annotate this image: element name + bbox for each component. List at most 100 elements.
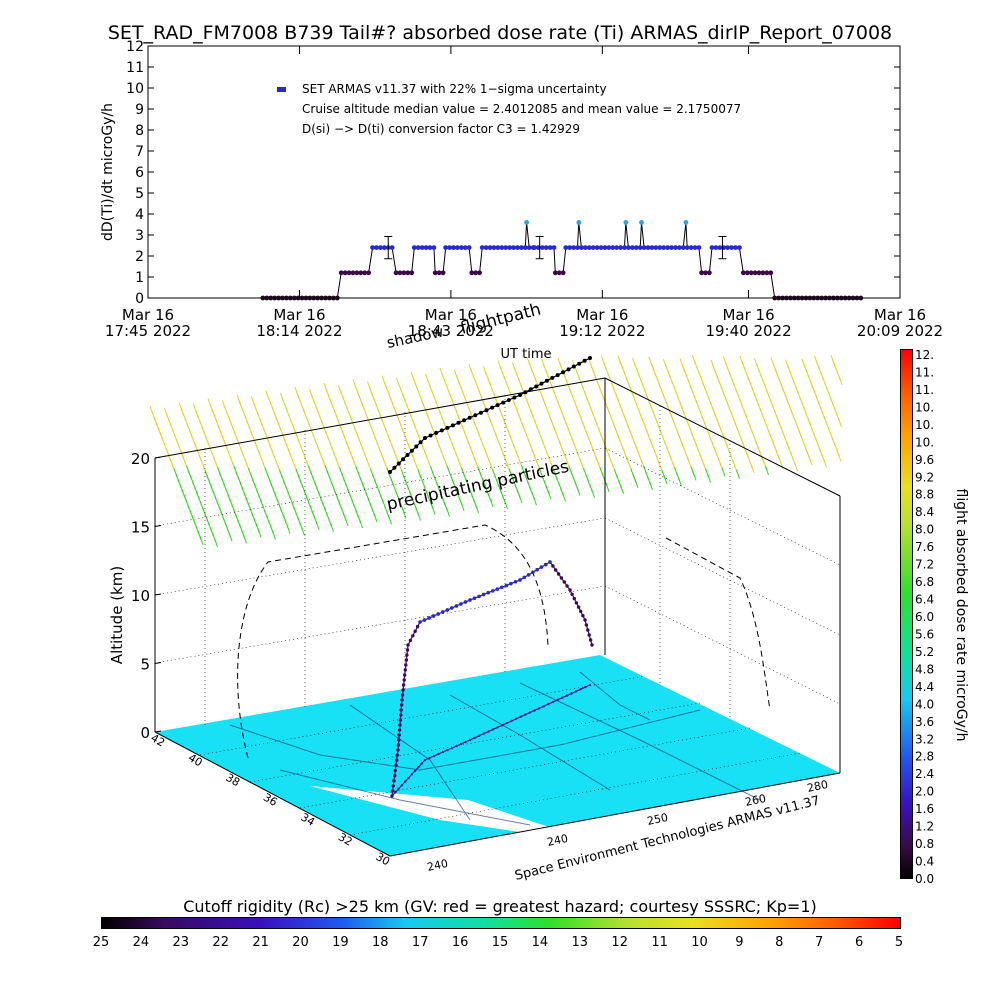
data-point: [665, 245, 671, 251]
data-point: [602, 245, 608, 251]
precip-dash: [765, 465, 769, 476]
data-point: [526, 245, 532, 251]
flight-point: [405, 653, 409, 657]
flight-point: [473, 413, 478, 418]
flight-point: [396, 748, 400, 752]
legend-line-3: D(si) −> D(ti) conversion factor C3 = 1.…: [302, 122, 580, 136]
flight-point: [565, 584, 569, 588]
bottom-colorbar-tick-label: 7: [815, 935, 823, 950]
precip-dash: [518, 494, 523, 504]
flight-point: [568, 588, 572, 592]
data-point: [725, 245, 731, 251]
flight-point: [428, 433, 433, 438]
flight-point: [390, 794, 394, 798]
right-colorbar-tick-label: 10.: [915, 418, 934, 432]
z-tick: [154, 525, 162, 527]
precip-dash: [489, 497, 494, 508]
precip-dash: [402, 509, 407, 519]
flight-point: [556, 698, 559, 701]
precip-dash: [417, 511, 421, 521]
flight-point: [506, 398, 511, 403]
x-axis-label: UT time: [501, 347, 552, 360]
data-point: [427, 245, 433, 251]
flight-point: [544, 562, 548, 567]
data-point: [330, 295, 336, 301]
data-point: [563, 245, 569, 251]
flight-point: [561, 370, 566, 375]
precip-dash: [692, 471, 697, 481]
data-point: [819, 295, 825, 301]
bottom-colorbar-axis: 25 24 23 22 21 20 19 18 17 16 15 14 13 12 11 10 9 8 7 6 5: [93, 935, 903, 950]
data-point: [579, 245, 584, 251]
flight-point: [526, 573, 531, 577]
flight-point: [542, 705, 545, 708]
lat-tick-label: 42: [149, 731, 168, 749]
flight-point: [468, 738, 472, 742]
right-colorbar-tick-label: 9.2: [915, 470, 934, 484]
data-point: [466, 245, 472, 251]
data-point: [692, 245, 698, 251]
flight-point: [403, 668, 407, 672]
z-tick: [154, 730, 162, 733]
data-point: [469, 270, 475, 276]
flight-point: [418, 620, 422, 624]
flight-point: [450, 423, 455, 428]
lat-tick-label: 40: [186, 751, 205, 769]
flight-point: [439, 428, 444, 433]
bottom-colorbar: [101, 917, 901, 929]
precip-dash: [243, 534, 247, 544]
data-point: [709, 245, 715, 251]
flight-point: [418, 440, 423, 445]
data-point: [487, 245, 493, 251]
x-tick-label: 19:40 2022: [705, 322, 791, 340]
data-point: [423, 245, 429, 251]
flight-point: [535, 568, 539, 572]
lon-tick-label: 240: [546, 832, 569, 849]
flight-point: [417, 766, 420, 769]
data-point: [772, 295, 778, 301]
data-point: [637, 245, 643, 251]
precip-dash: [330, 522, 334, 533]
data-point: [760, 270, 766, 276]
flight-point: [544, 378, 549, 383]
flight-point: [487, 730, 490, 733]
flight-point: [528, 711, 532, 714]
data-point: [744, 270, 750, 276]
data-point: [507, 245, 513, 251]
flight-point: [399, 708, 403, 712]
y-tick-label: 0: [135, 291, 144, 307]
data-point: [268, 295, 274, 301]
flight-point: [588, 638, 593, 642]
data-point: [443, 245, 449, 251]
precip-dash: [736, 469, 740, 479]
x-tick-label: 20:09 2022: [857, 322, 943, 340]
data-point: [639, 220, 644, 225]
data-point: [327, 295, 332, 301]
data-point: [703, 270, 708, 276]
data-point: [491, 245, 497, 251]
data-point: [571, 245, 577, 251]
data-point: [436, 270, 442, 276]
precip-dash: [359, 518, 363, 529]
precip-dash: [750, 463, 755, 473]
data-point: [594, 245, 600, 251]
data-point: [629, 245, 635, 251]
flight-point: [400, 698, 404, 702]
data-point: [409, 270, 415, 276]
flight-point: [401, 683, 406, 687]
data-point: [838, 295, 844, 301]
flight-point: [459, 602, 463, 606]
flight-point: [468, 598, 472, 602]
right-colorbar-tick-label: 5.2: [915, 645, 934, 659]
map-surface: [155, 655, 840, 856]
flight-point: [588, 356, 592, 360]
flight-point: [513, 580, 518, 584]
precip-dash: [257, 528, 262, 538]
data-point: [522, 245, 528, 251]
y-tick-label: 2: [135, 249, 144, 265]
flight-point: [473, 736, 476, 740]
data-point: [776, 295, 781, 301]
right-colorbar: [900, 349, 913, 879]
flight-point: [398, 718, 403, 722]
data-point: [618, 245, 624, 251]
